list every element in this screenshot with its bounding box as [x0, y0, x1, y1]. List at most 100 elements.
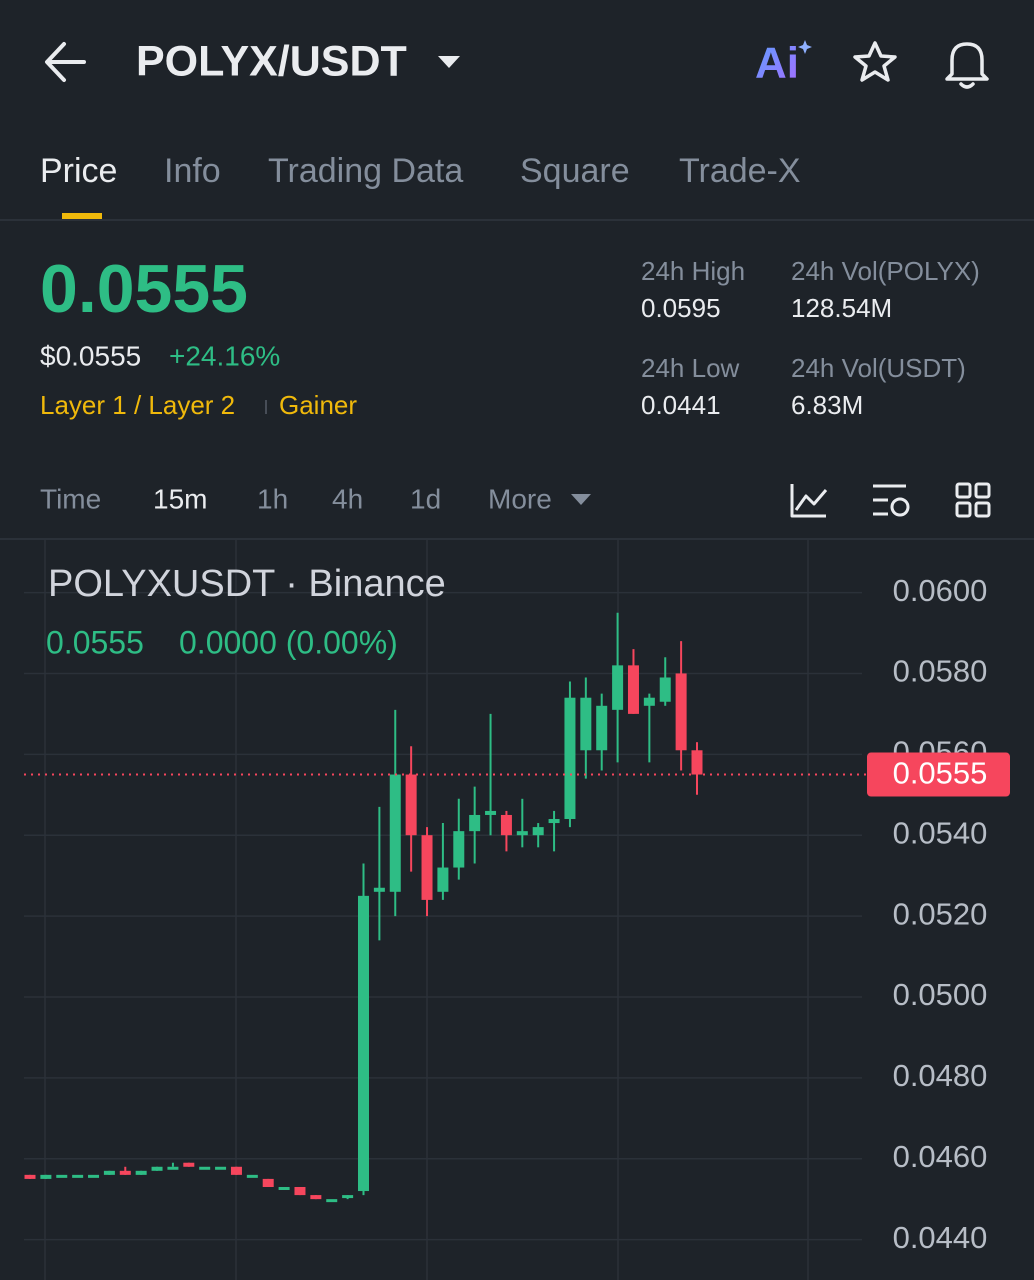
grid-cell: [955, 482, 972, 499]
candle-body: [230, 1166, 242, 1175]
alert-button[interactable]: [945, 42, 989, 89]
tab-bar: Price Info Trading Data Square Trade-X: [40, 152, 801, 190]
candle-body: [326, 1199, 338, 1203]
y-tick-label: 0.0520: [893, 896, 988, 931]
stat-value: 128.54M: [791, 293, 892, 323]
stat-value: 0.0441: [641, 390, 721, 420]
legend-change: 0.0000 (0.00%): [179, 624, 398, 660]
last-price-tag: [867, 752, 1010, 797]
candle-body: [580, 697, 592, 751]
grid-cell: [974, 501, 991, 518]
candle-body: [310, 1195, 322, 1200]
interval-option[interactable]: 4h: [332, 483, 363, 514]
candle-body: [24, 1174, 36, 1179]
candle-body: [88, 1174, 100, 1178]
more-dropdown[interactable]: [571, 494, 591, 505]
layout-button[interactable]: [955, 482, 991, 518]
tab[interactable]: Square: [520, 152, 630, 190]
interval-option[interactable]: 1d: [410, 483, 441, 514]
ai-button[interactable]: Ai: [755, 39, 799, 88]
indicator-icon: [790, 484, 828, 518]
settings-gear: [890, 497, 910, 517]
candle-body: [167, 1166, 179, 1170]
stat-label: 24h Vol(POLYX): [791, 256, 980, 286]
stat-value: 0.0595: [641, 293, 721, 323]
candle-body: [183, 1162, 195, 1167]
grid-cell: [955, 501, 972, 518]
favorite-button[interactable]: [853, 41, 897, 82]
candle-body: [151, 1166, 163, 1171]
stat-value: 6.83M: [791, 390, 863, 420]
candle-body: [485, 810, 497, 815]
settings-lines: [873, 484, 906, 516]
candle-body: [453, 831, 465, 868]
tab[interactable]: Trade-X: [679, 152, 801, 190]
candle-body: [437, 867, 449, 892]
candle-body: [389, 774, 401, 892]
candle-body: [659, 677, 671, 702]
tab[interactable]: Info: [164, 152, 221, 190]
candle-body: [405, 774, 417, 836]
indicator-button[interactable]: [790, 484, 828, 518]
y-tick-label: 0.0500: [893, 977, 988, 1012]
stat-label: 24h Vol(USDT): [791, 353, 966, 383]
back-button[interactable]: [45, 42, 86, 82]
pair-title[interactable]: POLYX/USDT: [136, 37, 407, 85]
sector-tag[interactable]: Layer 1 / Layer 2: [40, 390, 235, 420]
candle-body: [373, 887, 385, 892]
candle-body: [135, 1170, 147, 1175]
y-tick-label: 0.0540: [893, 815, 988, 850]
candle-body: [627, 665, 639, 714]
legend-close: 0.0555: [46, 624, 144, 660]
candle-body: [278, 1186, 290, 1190]
candle-body: [532, 827, 544, 836]
candle-body: [469, 814, 481, 832]
candlestick-chart: [24, 540, 862, 1280]
chart-title: POLYXUSDT · Binance: [48, 563, 446, 605]
candle-body: [691, 750, 703, 775]
last-price-label: 0.0555: [893, 756, 988, 791]
pair-dropdown[interactable]: [438, 56, 460, 68]
candle-body: [596, 705, 608, 751]
gainer-tag[interactable]: Gainer: [279, 390, 357, 420]
stat-label: 24h High: [641, 256, 745, 286]
back-arrow: [45, 42, 86, 82]
candle-body: [564, 697, 576, 820]
tab[interactable]: Price: [40, 152, 117, 190]
active-tab-indicator: [62, 213, 102, 219]
ai-sparkle: [798, 40, 812, 54]
y-tick-label: 0.0440: [893, 1220, 988, 1255]
candle-body: [421, 835, 433, 900]
candle-body: [56, 1174, 68, 1178]
interval-option[interactable]: 15m: [153, 483, 207, 514]
candle-body: [246, 1174, 258, 1178]
tab[interactable]: Trading Data: [268, 152, 463, 190]
y-tick-label: 0.0460: [893, 1139, 988, 1174]
candle-body: [643, 697, 655, 706]
interval-option[interactable]: Time: [40, 483, 101, 514]
interval-option[interactable]: More: [488, 483, 552, 514]
price-change: +24.16%: [169, 340, 280, 371]
y-tick-label: 0.0580: [893, 654, 988, 689]
candle-body: [103, 1170, 115, 1175]
last-price: 0.0555: [40, 251, 248, 327]
interval-option[interactable]: 1h: [257, 483, 288, 514]
y-tick-label: 0.0600: [893, 573, 988, 608]
candle-body: [72, 1174, 84, 1178]
candle-body: [548, 819, 560, 824]
candle-body: [262, 1178, 274, 1187]
grid-cell: [974, 482, 991, 499]
usd-price: $0.0555: [40, 340, 141, 371]
y-tick-label: 0.0480: [893, 1058, 988, 1093]
candle-body: [675, 673, 687, 751]
stat-label: 24h Low: [641, 353, 740, 383]
candle-body: [199, 1166, 211, 1170]
candle-body: [516, 831, 528, 836]
candle-body: [215, 1166, 227, 1170]
bell-icon: [945, 42, 989, 81]
settings-button[interactable]: [873, 484, 910, 517]
bell-clapper: [959, 82, 975, 89]
candle-body: [294, 1186, 306, 1196]
candle-body: [500, 814, 512, 836]
